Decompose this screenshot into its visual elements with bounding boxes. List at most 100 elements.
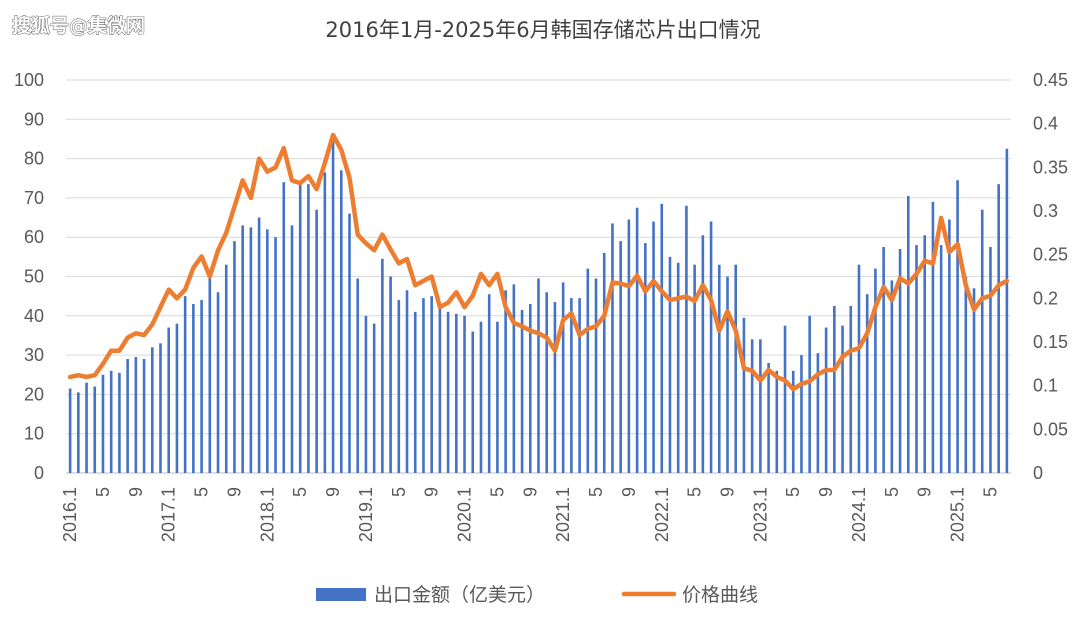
y-left-tick-label: 10 — [24, 424, 44, 444]
bar — [504, 290, 507, 473]
bar — [307, 184, 310, 473]
bar — [216, 292, 220, 473]
bar — [413, 311, 417, 473]
x-tick-label: 9 — [126, 487, 146, 497]
bar — [68, 388, 72, 473]
y-right-tick-label: 0.35 — [1033, 157, 1068, 177]
bar — [282, 182, 286, 473]
legend-label-line: 价格曲线 — [682, 584, 758, 606]
bar — [980, 209, 984, 473]
x-tick-label: 9 — [619, 487, 639, 497]
y-left-tick-label: 70 — [24, 188, 44, 208]
bar — [339, 170, 343, 473]
bar — [487, 294, 491, 473]
y-left-tick-label: 90 — [24, 109, 44, 129]
bar — [898, 248, 902, 473]
bar — [537, 278, 540, 473]
bar — [931, 201, 935, 473]
y-right-tick-label: 0.45 — [1033, 70, 1068, 90]
bar — [717, 264, 721, 473]
x-tick-label: 9 — [816, 487, 836, 497]
y-right-tick-label: 0.2 — [1033, 288, 1058, 308]
bar — [183, 296, 187, 473]
bar — [742, 317, 746, 473]
x-tick-label: 5 — [980, 487, 1000, 497]
bar — [948, 219, 951, 473]
bar — [479, 321, 483, 473]
bar — [266, 229, 269, 473]
x-tick-label: 9 — [422, 487, 442, 497]
price-line — [67, 132, 1010, 392]
bar — [767, 362, 770, 473]
x-tick-label: 2019.1 — [356, 487, 376, 542]
y-right-tick-label: 0 — [1033, 463, 1043, 483]
y-left-tick-label: 20 — [24, 384, 44, 404]
bar — [463, 315, 466, 473]
x-tick-label: 5 — [290, 487, 310, 497]
bar — [364, 315, 368, 473]
bar — [545, 292, 549, 473]
y-left-tick-label: 30 — [24, 345, 44, 365]
bar — [167, 327, 171, 473]
x-ticks: 2016.1 5 9 2017.1 5 9 2018.1 5 9 2019.1 5 9 2020.1 5 9… — [60, 487, 1000, 542]
legend: 出口金额（亿美元） 价格曲线 — [316, 584, 758, 606]
bar — [660, 203, 664, 474]
bar — [874, 268, 877, 473]
bar — [1005, 148, 1009, 473]
y-left-tick-label: 50 — [24, 267, 44, 287]
y-right-tick-label: 0.4 — [1033, 114, 1058, 134]
bar — [175, 323, 179, 473]
bar — [652, 221, 655, 473]
bar — [150, 347, 154, 473]
legend-swatch-bar — [316, 588, 366, 601]
bar — [726, 276, 729, 473]
x-tick-label: 5 — [389, 487, 409, 497]
x-tick-label: 9 — [915, 487, 935, 497]
y-right-tick-label: 0.1 — [1033, 376, 1058, 396]
y-left-tick-label: 60 — [24, 227, 44, 247]
bar — [865, 294, 869, 473]
bar — [833, 305, 836, 473]
price-series-line — [67, 132, 1010, 392]
bar — [701, 235, 705, 473]
bar — [759, 339, 762, 473]
y-right-tick-label: 0.25 — [1033, 245, 1068, 265]
bar — [315, 209, 318, 473]
bar — [964, 276, 968, 473]
x-tick-label: 2017.1 — [159, 487, 179, 542]
bar — [85, 382, 88, 473]
x-tick-label: 2016.1 — [60, 487, 80, 542]
bar — [249, 227, 253, 474]
bar — [257, 217, 261, 473]
bar — [109, 370, 113, 473]
bar — [750, 339, 754, 473]
chart-title: 2016年1月-2025年6月韩国存储芯片出口情况 — [325, 18, 760, 42]
bar — [126, 359, 129, 473]
bar — [118, 372, 121, 473]
bar — [233, 241, 236, 473]
bar — [422, 298, 425, 473]
bar — [693, 264, 696, 473]
y-right-ticks: 0 0.05 0.1 0.15 0.2 0.25 0.3 0.35 0.4 0.45 — [1033, 70, 1068, 483]
bar — [471, 331, 475, 473]
bar — [972, 288, 976, 473]
bar — [512, 284, 516, 473]
bar — [561, 282, 565, 473]
bar — [783, 325, 787, 474]
bar — [997, 184, 1000, 473]
bar — [208, 276, 212, 473]
bar — [496, 321, 499, 473]
x-tick-label: 2025.1 — [948, 487, 968, 542]
bar — [397, 300, 401, 473]
x-tick-label: 2023.1 — [750, 487, 770, 542]
bar — [824, 327, 828, 473]
bar — [142, 359, 146, 473]
y-right-tick-label: 0.05 — [1033, 419, 1068, 439]
bar — [455, 313, 458, 473]
y-left-tick-label: 80 — [24, 149, 44, 169]
x-tick-label: 5 — [192, 487, 212, 497]
bar — [906, 195, 910, 473]
bar — [849, 305, 853, 473]
bar — [348, 213, 351, 473]
